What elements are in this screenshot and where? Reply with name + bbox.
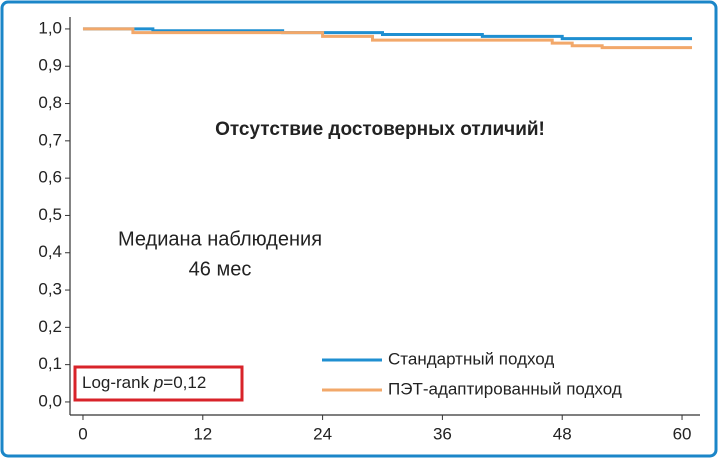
x-tick-label: 36 — [433, 424, 452, 443]
survival-line — [82, 27, 693, 50]
pvalue-suffix: =0,12 — [163, 373, 206, 392]
annotation: Медиана наблюдения — [118, 228, 322, 250]
legend-label: ПЭТ-адаптированный подход — [388, 379, 622, 398]
y-tick-label: 0,2 — [38, 317, 62, 336]
x-tick-label: 24 — [313, 424, 332, 443]
y-tick-label: 0,7 — [38, 130, 62, 149]
y-tick-label: 0,3 — [38, 280, 62, 299]
x-tick-label: 60 — [673, 424, 692, 443]
y-tick-label: 0,8 — [38, 93, 62, 112]
pvalue-text: Log-rank p=0,12 — [82, 373, 206, 392]
y-tick-label: 0,6 — [38, 168, 62, 187]
survival-line — [82, 27, 693, 41]
y-tick-label: 0,0 — [38, 391, 62, 410]
x-tick-label: 12 — [193, 424, 212, 443]
x-tick-label: 48 — [553, 424, 572, 443]
annotation: 46 мес — [189, 258, 252, 280]
chart-title: Отсутствие достоверных отличий! — [215, 119, 545, 140]
pvalue-symbol: p — [153, 373, 163, 392]
x-tick-label: 0 — [78, 424, 87, 443]
y-tick-label: 0,5 — [38, 205, 62, 224]
y-tick-label: 0,1 — [38, 354, 62, 373]
y-tick-label: 1,0 — [38, 18, 62, 37]
y-tick-label: 0,9 — [38, 56, 62, 75]
legend-label: Стандартный подход — [388, 349, 554, 368]
pvalue-prefix: Log-rank — [82, 373, 154, 392]
y-tick-label: 0,4 — [38, 242, 62, 261]
pvalue-box — [73, 365, 244, 402]
